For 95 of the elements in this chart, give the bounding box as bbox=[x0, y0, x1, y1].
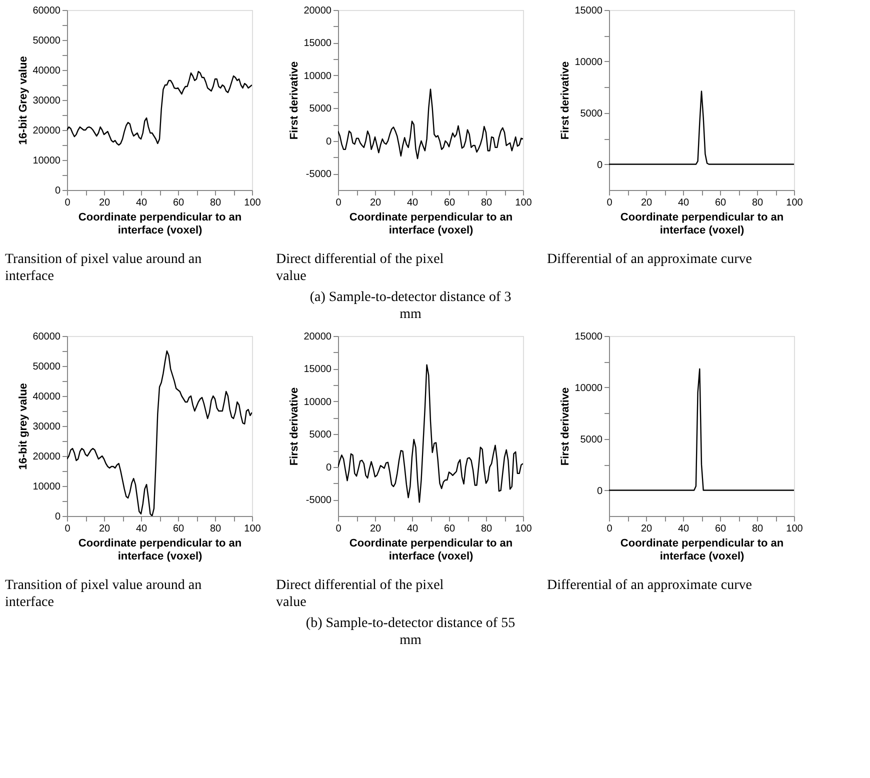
y-tick-label: 5000 bbox=[580, 434, 603, 446]
y-tick-label: 60000 bbox=[32, 6, 61, 16]
text: (b) Sample-to-detector distance of 55 mm bbox=[306, 616, 516, 648]
x-tick-label: 60 bbox=[172, 198, 184, 208]
y-tick-label: 15000 bbox=[304, 364, 332, 376]
x-tick-label: 80 bbox=[210, 524, 222, 534]
x-tick-label: 100 bbox=[786, 524, 804, 534]
y-tick-label: 60000 bbox=[32, 332, 61, 342]
x-tick-label: 60 bbox=[444, 198, 456, 208]
y-tick-label: 15000 bbox=[304, 38, 332, 50]
y-tick-label: 10000 bbox=[574, 382, 603, 394]
text: Differential of an approximate curve bbox=[547, 578, 752, 593]
x-tick-label: 20 bbox=[370, 198, 382, 208]
y-tick-label: 20000 bbox=[304, 6, 332, 16]
x-tick-label: 40 bbox=[406, 524, 418, 534]
x-axis-title: Coordinate perpendicular to an interface (voxel) bbox=[620, 212, 784, 236]
y-axis-title: First derivative bbox=[288, 61, 301, 140]
x-axis-title: Coordinate perpendicular to an interface (voxel) bbox=[620, 538, 784, 562]
line-series bbox=[338, 88, 523, 160]
y-tick-label: 5000 bbox=[580, 108, 603, 120]
y-tick-label: 10000 bbox=[574, 56, 603, 68]
y-tick-label: 0 bbox=[596, 160, 603, 171]
x-axis-title: Coordinate perpendicular to an interface (voxel) bbox=[349, 538, 513, 562]
line-series bbox=[338, 364, 523, 503]
y-tick-label: 5000 bbox=[309, 430, 332, 441]
y-tick-label: -5000 bbox=[306, 169, 332, 180]
x-tick-label: 0 bbox=[336, 524, 342, 534]
y-tick-label: 0 bbox=[326, 462, 332, 474]
y-tick-label: 40000 bbox=[32, 392, 61, 402]
y-tick-label: 30000 bbox=[32, 422, 61, 432]
x-tick-label: 40 bbox=[678, 198, 690, 208]
y-axis-title: 16-bit grey value bbox=[18, 383, 30, 470]
x-tick-label: 20 bbox=[98, 524, 110, 534]
y-axis-title: First derivative bbox=[560, 387, 572, 466]
y-tick-label: 50000 bbox=[32, 362, 61, 372]
y-tick-label: 10000 bbox=[304, 396, 332, 408]
y-tick-label: 10000 bbox=[304, 70, 332, 82]
y-tick-label: 20000 bbox=[304, 332, 332, 342]
y-axis-title: First derivative bbox=[560, 61, 572, 140]
y-tick-label: 20000 bbox=[32, 452, 61, 462]
x-tick-label: 80 bbox=[752, 524, 764, 534]
text: Transition of pixel value around an interface bbox=[5, 578, 202, 610]
x-tick-label: 0 bbox=[606, 198, 613, 208]
y-axis-title: First derivative bbox=[288, 387, 301, 466]
line-series bbox=[67, 70, 252, 146]
x-axis-title: Coordinate perpendicular to an interface (voxel) bbox=[78, 538, 242, 562]
y-tick-label: 10000 bbox=[32, 482, 61, 492]
x-tick-label: 0 bbox=[606, 524, 613, 534]
x-tick-label: 0 bbox=[336, 198, 342, 208]
x-tick-label: 20 bbox=[370, 524, 382, 534]
x-tick-label: 20 bbox=[98, 198, 110, 208]
text: Transition of pixel value around an interface bbox=[5, 252, 202, 284]
x-tick-label: 60 bbox=[172, 524, 184, 534]
x-tick-label: 100 bbox=[515, 524, 532, 534]
x-tick-label: 40 bbox=[136, 524, 148, 534]
x-tick-label: 80 bbox=[480, 198, 492, 208]
x-tick-label: 60 bbox=[714, 198, 726, 208]
line-series bbox=[609, 368, 794, 491]
y-tick-label: 20000 bbox=[32, 126, 61, 136]
x-tick-label: 80 bbox=[752, 198, 764, 208]
x-tick-label: 0 bbox=[64, 524, 71, 534]
y-tick-label: 0 bbox=[54, 512, 61, 522]
x-tick-label: 60 bbox=[444, 524, 456, 534]
x-tick-label: 60 bbox=[714, 524, 726, 534]
y-axis-title: 16-bit Grey value bbox=[18, 56, 30, 145]
x-tick-label: 0 bbox=[64, 198, 71, 208]
x-tick-label: 100 bbox=[244, 524, 262, 534]
y-tick-label: 30000 bbox=[32, 96, 61, 106]
x-tick-label: 40 bbox=[678, 524, 690, 534]
y-tick-label: -5000 bbox=[306, 495, 332, 506]
y-tick-label: 0 bbox=[596, 486, 603, 497]
x-axis-title: Coordinate perpendicular to an interface (voxel) bbox=[78, 212, 242, 236]
x-tick-label: 100 bbox=[244, 198, 262, 208]
x-tick-label: 20 bbox=[640, 524, 652, 534]
y-tick-label: 15000 bbox=[574, 332, 603, 342]
text: (a) Sample-to-detector distance of 3 mm bbox=[310, 290, 512, 322]
x-tick-label: 40 bbox=[136, 198, 148, 208]
y-tick-label: 50000 bbox=[32, 36, 61, 46]
y-tick-label: 10000 bbox=[32, 156, 61, 166]
x-tick-label: 80 bbox=[480, 524, 492, 534]
text: Differential of an approximate curve bbox=[547, 252, 752, 267]
y-tick-label: 0 bbox=[54, 186, 61, 196]
x-tick-label: 40 bbox=[406, 198, 418, 208]
text: Direct differential of the pixel value bbox=[276, 252, 444, 284]
x-tick-label: 20 bbox=[640, 198, 652, 208]
x-tick-label: 100 bbox=[786, 198, 804, 208]
x-tick-label: 100 bbox=[515, 198, 532, 208]
x-tick-label: 80 bbox=[210, 198, 222, 208]
y-tick-label: 5000 bbox=[309, 104, 332, 115]
y-tick-label: 40000 bbox=[32, 66, 61, 76]
y-tick-label: 0 bbox=[326, 136, 332, 148]
line-series bbox=[609, 90, 794, 165]
y-tick-label: 15000 bbox=[574, 6, 603, 16]
x-axis-title: Coordinate perpendicular to an interface (voxel) bbox=[349, 212, 513, 236]
text: Direct differential of the pixel value bbox=[276, 578, 444, 610]
